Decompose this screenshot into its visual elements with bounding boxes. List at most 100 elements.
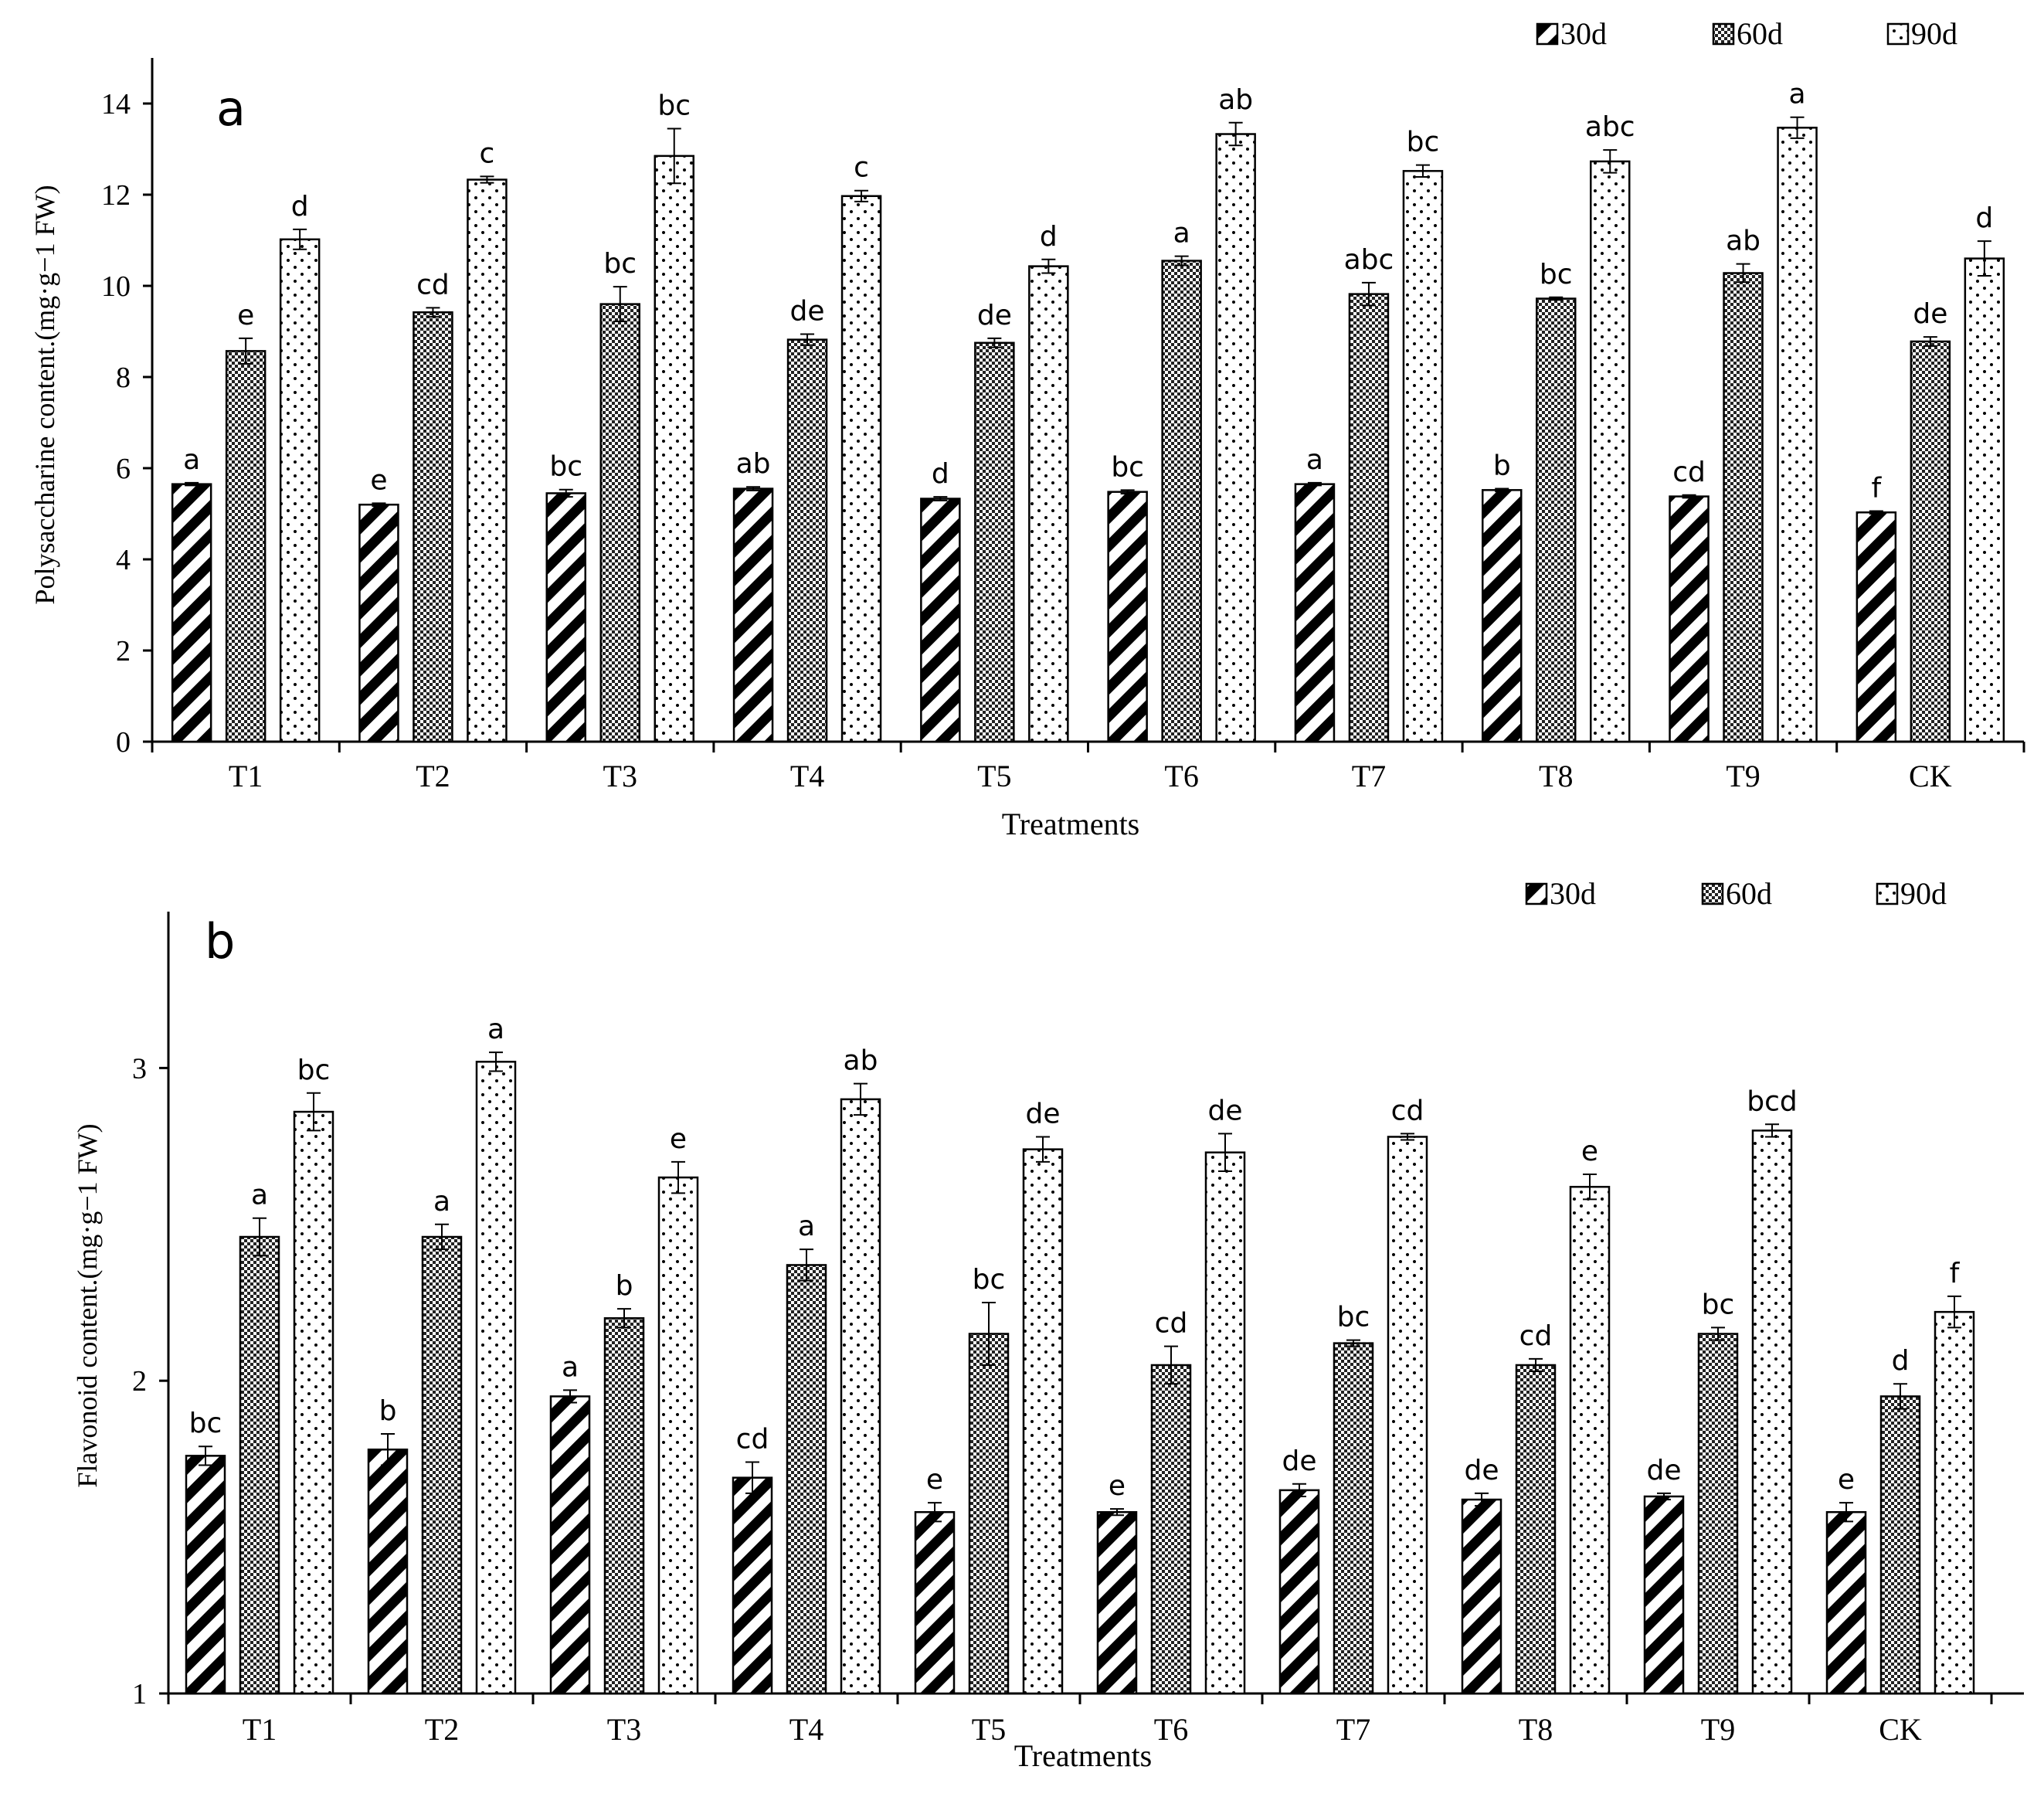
bar-90d-T6-b [1204,1151,1246,1695]
bar-90d-T6-a [1215,133,1256,743]
bar-60d-CK-a [1910,340,1951,743]
legend-swatch-60d-b [1701,882,1724,905]
bar-90d-T4-b [840,1098,881,1695]
bar-60d-CK-b [1879,1395,1921,1695]
significance-letter-b: b [379,1395,397,1427]
x-tick-label-b: T1 [243,1712,277,1747]
significance-letter-a: b [1493,450,1511,482]
bar-90d-CK-a [1964,257,2005,743]
legend-label-60d-a: 60d [1737,16,1783,51]
legend-label-60d-b: 60d [1726,876,1772,911]
significance-letter-a: ab [736,448,771,480]
x-tick-label-a: CK [1909,759,1952,793]
y-axis-title-b: Flavonoid content.(mg·g−1 FW) [72,1123,103,1487]
significance-letter-b: ab [844,1045,878,1077]
significance-letter-a: f [1872,472,1883,504]
legend-label-90d-b: 90d [1900,876,1947,911]
legend-swatch-30d-b [1525,882,1548,905]
bar-60d-T4-b [786,1264,827,1695]
significance-letter-b: de [1208,1095,1243,1126]
bar-60d-T8-a [1536,297,1577,743]
x-tick-label-a: T6 [1164,759,1198,793]
y-tick-label-b: 1 [132,1678,147,1710]
bar-90d-T7-a [1402,170,1444,743]
bar-90d-T3-b [657,1176,699,1695]
bar-30d-T7-a [1294,483,1336,743]
y-tick-label-a: 8 [116,362,131,394]
bar-30d-T5-b [914,1510,956,1695]
x-tick-label-b: T6 [1154,1712,1188,1747]
significance-letter-a: bc [657,90,691,121]
y-tick-label-a: 0 [116,726,131,759]
bar-30d-T9-a [1669,495,1710,743]
significance-letter-a: de [1913,298,1947,330]
y-tick-label-a: 2 [116,635,131,668]
bar-60d-T2-b [421,1235,463,1695]
bar-60d-T8-b [1515,1364,1557,1695]
bar-60d-T5-a [974,341,1015,743]
significance-letter-b: bc [1337,1302,1370,1333]
panel-a-chart: 30d 60d 90d a Polysaccharine content.(mg·g… [29,16,2025,841]
significance-letter-a: e [237,300,254,331]
bar-60d-T1-a [225,350,267,743]
bar-30d-T1-a [171,483,212,743]
bar-90d-T5-b [1022,1148,1064,1695]
bar-30d-T2-a [358,503,399,743]
significance-letter-a: a [183,444,200,476]
bar-30d-T2-b [367,1449,409,1695]
significance-letter-a: d [1040,221,1058,253]
significance-letter-b: a [562,1351,579,1383]
bar-60d-T6-a [1161,260,1202,743]
x-tick-label-b: T8 [1519,1712,1553,1747]
bar-30d-T5-a [920,498,961,743]
legend-label-30d-a: 30d [1560,16,1607,51]
bar-90d-T4-a [840,195,882,743]
significance-letter-a: a [1173,218,1190,250]
x-tick-label-a: T2 [416,759,450,793]
significance-letter-b: e [670,1123,687,1155]
significance-letter-b: cd [1391,1095,1424,1126]
bar-60d-T7-b [1333,1342,1374,1695]
bar-30d-T3-a [545,492,586,743]
significance-letter-b: f [1950,1258,1961,1289]
bar-90d-T7-b [1387,1136,1428,1695]
bar-90d-T9-a [1777,127,1818,743]
legend-swatch-90d-a [1886,22,1910,46]
bar-30d-T9-b [1643,1495,1685,1695]
y-tick-label-b: 3 [132,1052,147,1085]
x-tick-label-b: T9 [1701,1712,1735,1747]
significance-letter-a: c [480,138,495,169]
x-tick-label-a: T3 [603,759,637,793]
bar-60d-T6-b [1150,1364,1192,1695]
significance-letter-b: e [1838,1464,1855,1496]
y-tick-label-a: 6 [116,453,131,485]
legend-label-30d-b: 30d [1550,876,1596,911]
significance-letter-b: e [1581,1136,1598,1167]
bar-90d-T2-b [475,1061,517,1695]
significance-letter-b: cd [1155,1308,1188,1340]
significance-letter-b: e [926,1464,943,1496]
bar-30d-T1-b [185,1455,226,1695]
bar-30d-CK-b [1825,1510,1867,1695]
significance-letter-b: bc [297,1055,331,1086]
legend-swatch-30d-a [1536,22,1559,46]
x-tick-label-b: T5 [972,1712,1006,1747]
significance-letter-a: a [1306,444,1323,476]
significance-letter-a: bc [603,248,637,280]
significance-letter-a: d [932,458,949,490]
significance-letter-b: de [1282,1445,1317,1477]
y-tick-label-a: 12 [101,179,131,212]
bar-90d-T3-a [654,155,694,743]
x-tick-label-a: T4 [790,759,824,793]
bar-30d-T4-a [732,487,774,743]
significance-letter-a: de [977,300,1012,331]
significance-letter-b: de [1026,1098,1061,1129]
bar-60d-T7-a [1348,293,1390,743]
significance-letter-b: cd [736,1423,769,1455]
bar-60d-T3-b [603,1316,645,1695]
bar-30d-T8-b [1461,1498,1502,1695]
bar-60d-T9-b [1697,1333,1739,1695]
bar-90d-T2-a [467,178,508,743]
panel-a-label: a [216,80,246,137]
bar-90d-T8-b [1569,1185,1611,1695]
